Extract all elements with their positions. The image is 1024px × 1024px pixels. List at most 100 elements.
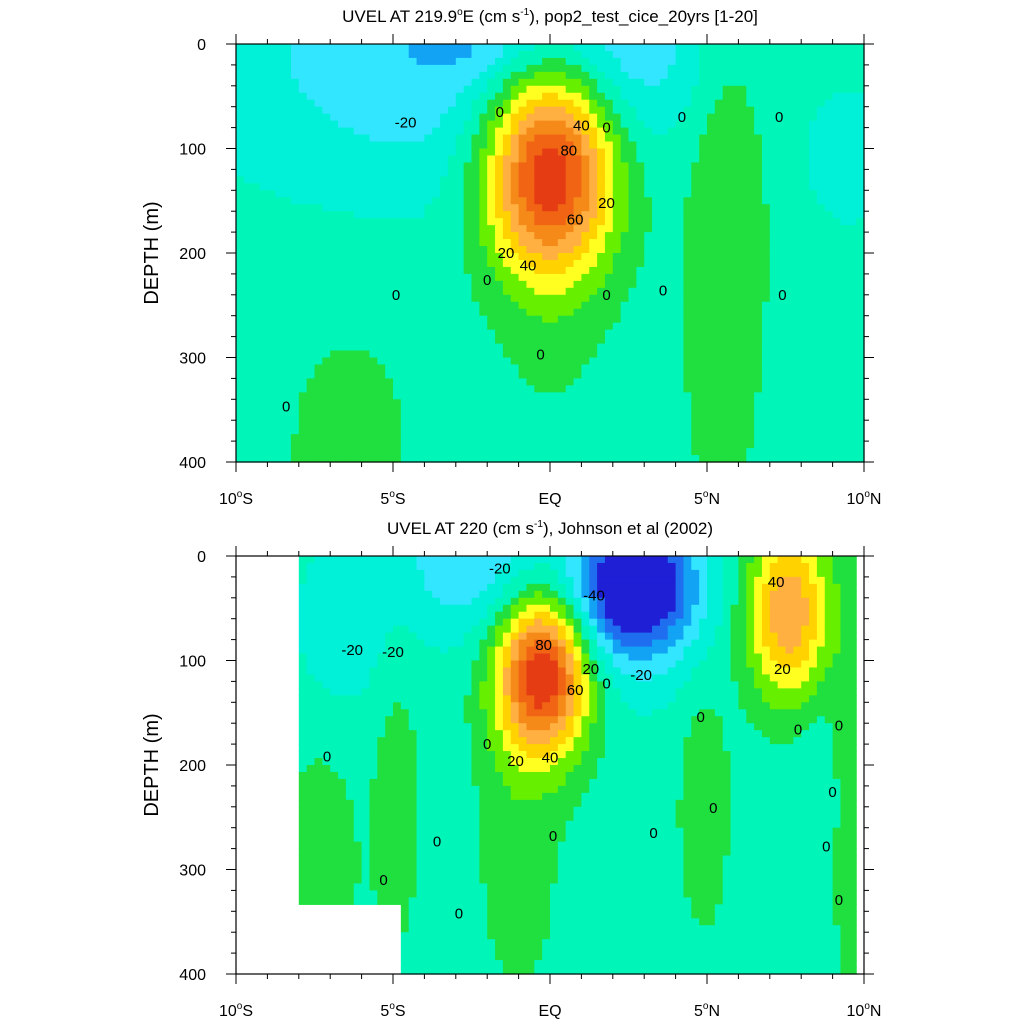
field-cell	[408, 427, 418, 435]
field-cell	[754, 441, 763, 449]
field-cell	[699, 204, 708, 212]
field-cell	[620, 392, 630, 400]
field-cell	[604, 113, 614, 122]
field-cell	[691, 413, 700, 421]
field-cell	[440, 385, 449, 393]
field-cell	[243, 280, 253, 289]
field-cell	[400, 44, 410, 52]
field-cell	[502, 197, 512, 205]
field-cell	[236, 364, 245, 373]
field-cell	[691, 113, 700, 122]
field-cell	[801, 50, 810, 59]
field-cell	[526, 246, 535, 254]
field-cell	[345, 190, 355, 198]
field-cell	[746, 85, 755, 94]
field-cell	[267, 287, 276, 296]
field-cell	[314, 455, 323, 463]
field-cell	[557, 434, 567, 442]
field-cell	[565, 78, 575, 87]
field-cell	[777, 99, 787, 108]
field-cell	[746, 273, 755, 282]
field-cell	[667, 357, 677, 366]
field-cell	[447, 162, 457, 170]
field-cell	[314, 99, 323, 108]
field-cell	[730, 364, 739, 373]
field-cell	[730, 134, 739, 143]
field-cell	[518, 50, 528, 59]
field-cell	[455, 434, 465, 442]
field-cell	[424, 350, 433, 359]
field-cell	[612, 455, 622, 463]
field-cell	[620, 371, 630, 379]
field-cell	[840, 406, 849, 414]
field-cell	[338, 378, 347, 386]
field-cell	[738, 420, 747, 428]
field-cell	[707, 378, 716, 386]
field-cell	[338, 399, 347, 407]
field-cell	[236, 120, 245, 129]
field-cell	[597, 399, 606, 407]
field-cell	[361, 211, 371, 219]
field-cell	[683, 413, 692, 421]
field-cell	[495, 176, 504, 184]
field-cell	[832, 336, 842, 345]
field-cell	[542, 406, 551, 414]
field-cell	[550, 427, 559, 435]
field-cell	[714, 399, 724, 407]
field-cell	[251, 225, 261, 233]
field-cell	[251, 190, 261, 198]
field-cell	[659, 427, 669, 435]
field-cell	[746, 190, 755, 198]
field-cell	[236, 204, 245, 212]
field-cell	[322, 197, 331, 205]
field-cell	[659, 106, 669, 115]
field-cell	[667, 420, 677, 428]
field-cell	[487, 176, 496, 184]
field-cell	[314, 190, 323, 198]
field-cell	[487, 246, 496, 254]
field-cell	[628, 253, 637, 261]
field-cell	[243, 273, 253, 282]
field-cell	[848, 556, 857, 564]
field-cell	[267, 120, 276, 129]
field-cell	[283, 190, 292, 198]
field-cell	[353, 406, 363, 414]
field-cell	[306, 148, 316, 157]
field-cell	[542, 455, 551, 463]
field-cell	[848, 336, 857, 345]
field-cell	[487, 127, 496, 136]
field-cell	[691, 99, 700, 108]
field-cell	[550, 78, 559, 87]
field-cell	[675, 287, 685, 296]
field-cell	[400, 106, 410, 115]
field-cell	[330, 556, 339, 564]
field-cell	[345, 448, 355, 456]
field-cell	[306, 99, 316, 108]
field-cell	[785, 259, 794, 268]
field-cell	[840, 308, 849, 317]
field-cell	[275, 357, 284, 366]
field-cell	[353, 44, 363, 52]
field-cell	[455, 57, 465, 66]
field-cell	[832, 218, 842, 226]
field-cell	[502, 455, 512, 463]
x-tick-label: 5oS	[380, 489, 405, 508]
field-cell	[455, 301, 465, 310]
field-cell	[644, 197, 653, 205]
field-cell	[502, 106, 512, 115]
field-cell	[816, 273, 826, 282]
field-cell	[809, 225, 818, 233]
field-cell	[848, 64, 857, 73]
field-cell	[714, 120, 724, 129]
field-cell	[565, 176, 575, 184]
field-cell	[361, 239, 371, 247]
field-cell	[840, 190, 849, 198]
field-cell	[738, 315, 747, 324]
field-cell	[518, 322, 528, 331]
field-cell	[714, 92, 724, 101]
field-cell	[400, 253, 410, 261]
field-cell	[761, 176, 771, 184]
field-cell	[432, 155, 441, 164]
field-cell	[495, 155, 504, 164]
field-cell	[330, 343, 339, 352]
